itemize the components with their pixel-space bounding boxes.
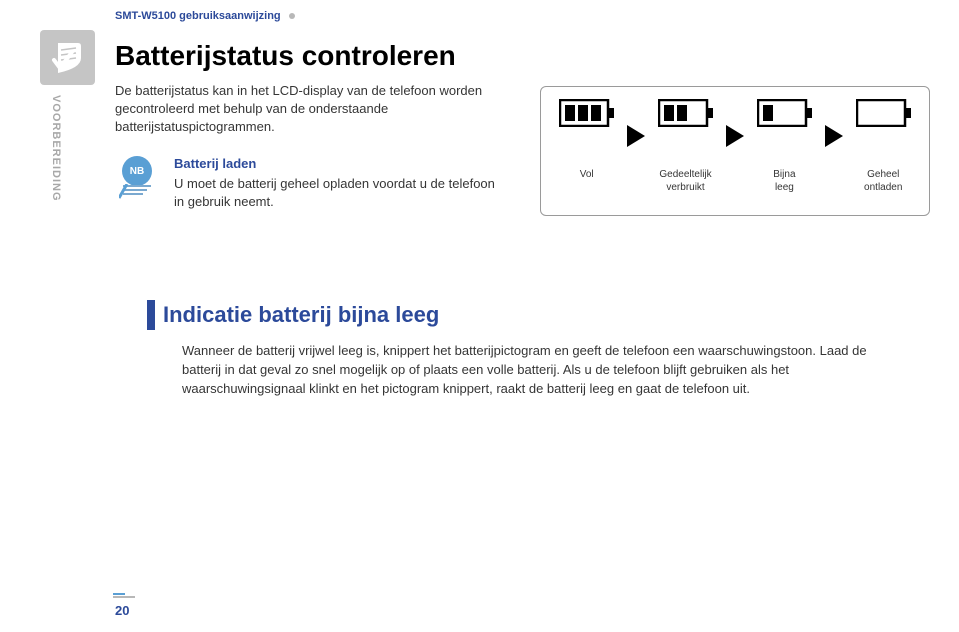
battery-label: Vol xyxy=(580,169,594,193)
note-body: U moet de batterij geheel opladen voorda… xyxy=(174,175,505,210)
page-number: 20 xyxy=(115,603,129,618)
note-block: NB Batterij laden U moet de batterij geh… xyxy=(115,156,505,210)
nb-badge-circle: NB xyxy=(122,156,152,186)
nb-badge: NB xyxy=(115,156,159,200)
side-tab: VOORBEREIDING xyxy=(50,95,62,202)
battery-label: Bijna leeg xyxy=(773,169,795,193)
battery-icon xyxy=(559,99,614,132)
section-header: Indicatie batterij bijna leeg xyxy=(147,300,439,330)
section-accent-bar xyxy=(147,300,155,330)
intro-paragraph: De batterijstatus kan in het LCD-display… xyxy=(115,82,495,137)
battery-state-col: Bijna leeg xyxy=(749,99,819,193)
arrow-right-icon xyxy=(627,125,645,147)
battery-icon xyxy=(757,99,812,132)
battery-icon xyxy=(856,99,911,132)
arrow-right-icon xyxy=(726,125,744,147)
battery-state-col: Gedeeltelijk verbruikt xyxy=(651,99,721,193)
battery-status-panel: Vol Gedeeltelijk verbruikt Bijna leeg Ge… xyxy=(540,86,930,216)
section-body: Wanneer de batterij vrijwel leeg is, kni… xyxy=(182,342,902,399)
nb-badge-lines-icon xyxy=(119,184,155,200)
battery-state-col: Geheel ontladen xyxy=(848,99,918,193)
page-tick-icon xyxy=(113,596,135,598)
battery-state-col: Vol xyxy=(552,99,622,193)
note-heading: Batterij laden xyxy=(174,156,505,171)
arrow-right-icon xyxy=(825,125,843,147)
battery-icon xyxy=(658,99,713,132)
battery-label: Gedeeltelijk verbruikt xyxy=(659,169,711,193)
note-page-icon xyxy=(40,30,95,85)
page-title: Batterijstatus controleren xyxy=(115,40,456,72)
section-title: Indicatie batterij bijna leeg xyxy=(163,302,439,328)
battery-label: Geheel ontladen xyxy=(864,169,902,193)
doc-header: SMT-W5100 gebruiksaanwijzing xyxy=(115,10,295,22)
